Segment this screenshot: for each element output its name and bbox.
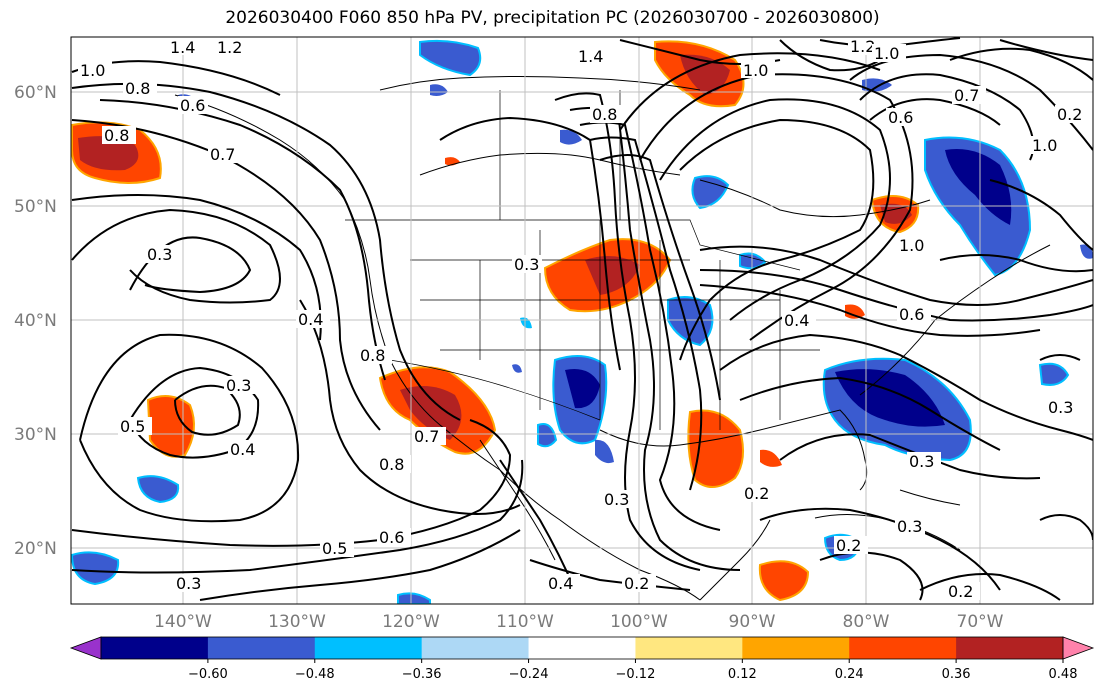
lon-label: 130°W	[268, 612, 326, 632]
lat-label: 30°N	[14, 425, 57, 445]
lat-label: 40°N	[14, 311, 57, 331]
contour-label: 1.0	[1032, 136, 1057, 155]
contour-label: 0.3	[604, 490, 629, 509]
longitude-labels: 140°W 130°W 120°W 110°W 100°W 90°W 80°W …	[154, 612, 1004, 632]
colorbar-bin	[314, 637, 423, 659]
colorbar-tick-label: −0.60	[188, 667, 228, 682]
contour-label: 0.7	[210, 145, 235, 164]
colorbar-extend-high	[1062, 636, 1095, 660]
colorbar-bin	[956, 637, 1064, 659]
contour-label: 0.3	[909, 452, 934, 471]
contour-label: 0.4	[548, 574, 573, 593]
colorbar-tick-label: 0.12	[728, 667, 757, 682]
lon-label: 70°W	[957, 612, 1004, 632]
contour-label: 0.6	[379, 528, 404, 547]
lon-label: 120°W	[382, 612, 440, 632]
contour-label: 0.2	[624, 574, 649, 593]
colorbar-bin	[742, 637, 850, 659]
colorbar-outline	[100, 636, 1064, 660]
colorbar-extend-low	[69, 636, 102, 660]
colorbar-tick-label: −0.36	[402, 667, 442, 682]
colorbar-tick-label: 0.48	[1049, 667, 1078, 682]
colorbar-tick-label: 0.36	[942, 667, 971, 682]
contour-label: 0.8	[379, 455, 404, 474]
contour-label: 0.7	[414, 427, 439, 446]
contour-label: 0.8	[104, 126, 129, 145]
map-title: 2026030400 F060 850 hPa PV, precipitatio…	[225, 8, 880, 28]
contour-label: 1.0	[874, 44, 899, 63]
lon-label: 100°W	[610, 612, 668, 632]
colorbar-bin	[528, 637, 636, 659]
contour-label: 0.6	[888, 108, 913, 127]
graticule	[71, 37, 1093, 604]
contour-label: 0.5	[120, 417, 145, 436]
contour-label: 0.8	[360, 346, 385, 365]
contour-label: 0.3	[147, 245, 172, 264]
contour-label: 0.3	[176, 574, 201, 593]
contour-label: 0.3	[1048, 398, 1073, 417]
contour-labels: 1.4 1.2 1.0 0.8 0.6 0.8 0.7 0.3 0.4 0.3 …	[78, 37, 1089, 601]
lat-label: 60°N	[14, 83, 57, 103]
colorbar-tick-label: 0.24	[835, 667, 864, 682]
lat-label: 50°N	[14, 197, 57, 217]
contour-label: 0.7	[954, 86, 979, 105]
colorbar-bin	[849, 637, 957, 659]
colorbar-tick-label: −0.48	[295, 667, 335, 682]
lon-label: 140°W	[154, 612, 212, 632]
colorbar-tick-label: −0.24	[509, 667, 549, 682]
lon-label: 110°W	[496, 612, 554, 632]
contour-label: 1.0	[743, 61, 768, 80]
colorbar-tick-label: −0.12	[616, 667, 656, 682]
contour-label: 0.2	[744, 484, 769, 503]
contour-label: 1.0	[899, 236, 924, 255]
contour-label: 1.2	[850, 37, 875, 56]
contour-label: 0.4	[298, 310, 323, 329]
contour-label: 0.3	[226, 376, 251, 395]
contour-label: 0.3	[514, 255, 539, 274]
contour-label: 0.6	[180, 96, 205, 115]
precip-positive-anomalies	[71, 40, 920, 602]
contour-label: 0.4	[230, 440, 255, 459]
contour-label: 1.0	[80, 61, 105, 80]
lon-label: 80°W	[843, 612, 890, 632]
colorbar	[69, 636, 1095, 660]
colorbar-bin	[421, 637, 530, 659]
contour-label: 0.6	[899, 305, 924, 324]
contour-label: 0.8	[125, 79, 150, 98]
contour-label: 0.3	[897, 517, 922, 536]
colorbar-bin	[207, 637, 316, 659]
contour-label: 0.4	[784, 311, 809, 330]
lon-label: 90°W	[729, 612, 776, 632]
latitude-labels: 60°N 50°N 40°N 30°N 20°N	[14, 83, 57, 559]
contour-label: 1.4	[578, 47, 603, 66]
lat-label: 20°N	[14, 539, 57, 559]
contour-label: 0.2	[1057, 105, 1082, 124]
contour-label: 0.2	[836, 536, 861, 555]
contour-label: 0.2	[948, 582, 973, 601]
contour-label: 1.4	[170, 38, 195, 57]
colorbar-bin	[101, 637, 209, 659]
colorbar-ticks: −0.60 −0.48 −0.36 −0.24 −0.12 0.12 0.24 0.36 0.4…	[188, 659, 1078, 682]
contour-label: 0.5	[322, 539, 347, 558]
colorbar-bin	[635, 637, 743, 659]
map-frame	[70, 36, 1094, 605]
contour-label: 1.2	[217, 38, 242, 57]
contour-label: 0.8	[592, 105, 617, 124]
